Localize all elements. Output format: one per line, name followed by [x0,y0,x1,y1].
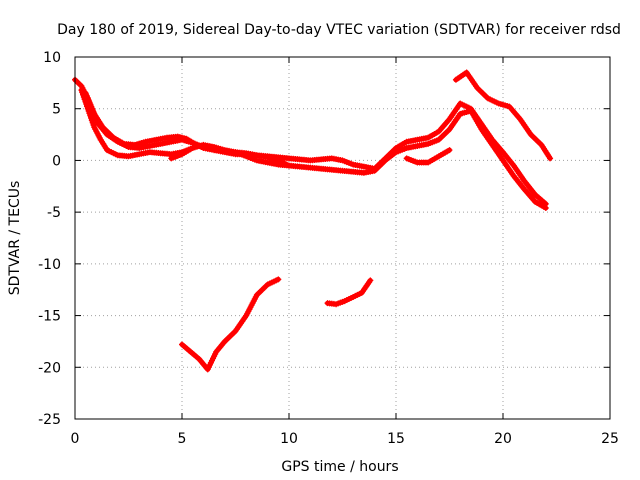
y-tick-label: -5 [47,205,61,221]
y-tick-label: -25 [38,412,61,428]
data-point [275,276,282,283]
data-point [547,155,554,162]
y-tick-label: 0 [52,153,61,169]
tick-layer: 0 5 10 15 20 25 10 5 0 -5 -10 -15 -20 -25 [38,50,619,447]
x-tick-label: 25 [601,431,619,447]
series-points-arc-7 [179,276,282,373]
chart-title: Day 180 of 2019, Sidereal Day-to-day VTE… [57,22,621,38]
y-tick-label: -20 [38,360,61,376]
y-tick-label: -15 [38,309,61,325]
grid-layer [75,57,610,419]
x-tick-label: 10 [280,431,298,447]
x-tick-label: 15 [387,431,405,447]
series-points-arc-5 [403,147,453,166]
x-tick-label: 20 [494,431,512,447]
data-point [446,147,453,154]
y-axis-label: SDTVAR / TECUs [7,181,23,296]
y-tick-label: 5 [52,102,61,118]
series-points-arc-3 [82,90,549,207]
series-points-arc-4 [168,107,549,212]
data-layer [72,69,554,373]
y-tick-label: -10 [38,257,61,273]
data-point [542,205,549,212]
series-points-arc-6 [452,69,554,162]
x-tick-label: 5 [178,431,187,447]
plot-frame [74,56,611,420]
x-axis-label: GPS time / hours [281,459,398,475]
series-points-arc-8 [324,277,374,308]
y-tick-label: 10 [43,50,61,66]
data-point [367,277,374,284]
x-tick-label: 0 [71,431,80,447]
